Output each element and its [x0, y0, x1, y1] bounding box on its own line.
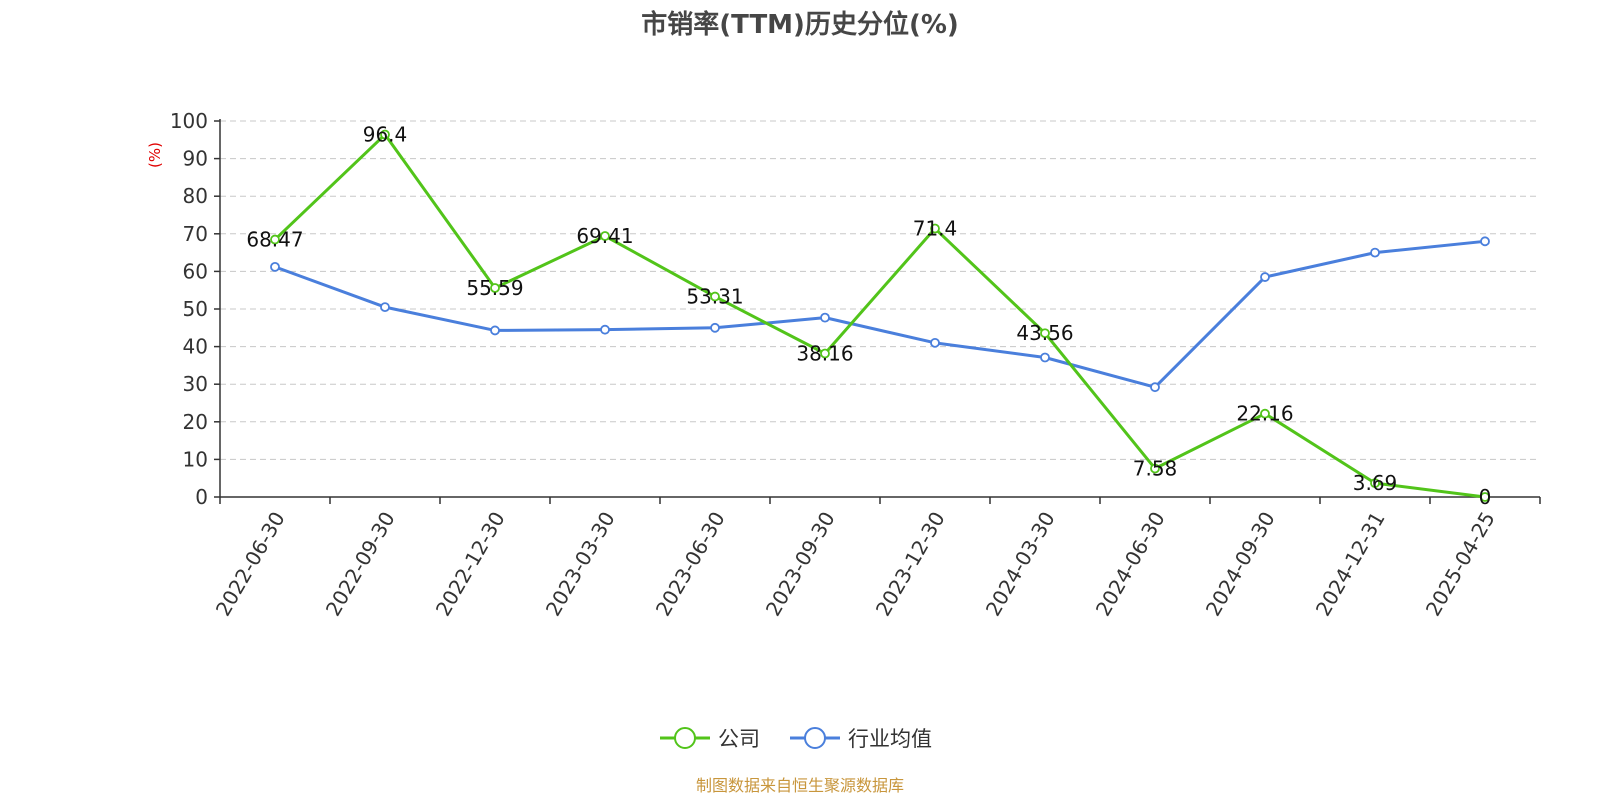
data-point-company — [930, 223, 940, 234]
y-tick-label: 30 — [183, 372, 208, 396]
data-point-company — [1150, 463, 1160, 474]
data-label-company: 43.56 — [1016, 321, 1073, 345]
x-tick-label: 2024-06-30 — [1091, 508, 1170, 621]
x-tick-label: 2025-04-25 — [1421, 508, 1500, 621]
x-tick-label: 2023-12-30 — [871, 508, 950, 621]
y-tick-label: 0 — [195, 485, 208, 509]
x-tick-label: 2024-03-30 — [981, 508, 1060, 621]
data-point-company — [380, 129, 390, 140]
data-point-company — [1480, 492, 1490, 502]
data-label-company: 53.31 — [686, 285, 743, 309]
legend[interactable]: 公司 行业均值 — [660, 727, 932, 751]
data-point-company — [1040, 328, 1050, 339]
data-point-industry-average — [1040, 352, 1050, 363]
y-tick-label: 50 — [183, 297, 208, 321]
x-tick-label: 2022-09-30 — [321, 508, 400, 621]
x-tick-label: 2024-09-30 — [1201, 508, 1280, 621]
y-tick-label: 100 — [170, 109, 208, 133]
legend-marker-industry-average — [804, 727, 826, 749]
y-tick-label: 70 — [183, 222, 208, 246]
data-point-industry-average — [930, 337, 940, 348]
data-point-company — [1370, 478, 1380, 489]
data-label-company: 7.58 — [1133, 456, 1178, 480]
data-label-company: 71.4 — [913, 217, 958, 241]
data-point-company — [820, 348, 830, 359]
legend-item-industry-average[interactable]: 行业均值 — [790, 727, 932, 751]
data-label-company: 96.4 — [363, 123, 408, 147]
y-axis-label: (%) — [146, 142, 164, 168]
data-point-company — [710, 291, 720, 302]
series-line-company — [273, 133, 1486, 499]
grid-lines — [220, 120, 1540, 460]
data-point-industry-average — [710, 322, 720, 333]
legend-label-industry-average: 行业均值 — [848, 727, 932, 751]
series-group — [270, 129, 1490, 502]
data-point-company — [600, 231, 610, 241]
data-label-company: 3.69 — [1353, 471, 1398, 495]
x-tick-label: 2023-09-30 — [761, 508, 840, 621]
data-point-industry-average — [490, 325, 500, 336]
x-tick-label: 2023-06-30 — [651, 508, 730, 621]
data-point-industry-average — [380, 302, 390, 313]
data-point-industry-average — [820, 312, 830, 323]
series-line-industry-average — [274, 239, 1486, 389]
y-tick-label: 80 — [183, 184, 208, 208]
data-label-company: 0 — [1479, 485, 1492, 509]
y-tick-label: 40 — [183, 335, 208, 359]
x-tick-label: 2022-12-30 — [431, 508, 510, 621]
data-point-company — [1260, 408, 1270, 419]
axes — [219, 119, 1540, 498]
data-label-company: 38.16 — [796, 342, 853, 366]
source-note: 制图数据来自恒生聚源数据库 — [696, 776, 904, 795]
x-tick-label: 2022-06-30 — [211, 508, 290, 621]
y-tick-label: 90 — [183, 147, 208, 171]
data-point-company — [270, 234, 280, 245]
x-axis-ticks: 2022-06-30 2022-09-30 2022-12-30 2023-03-30… — [211, 497, 1541, 621]
data-point-industry-average — [1480, 236, 1490, 247]
x-tick-label: 2024-12-31 — [1311, 508, 1390, 621]
chart-title: 市销率(TTM)历史分位(%) — [641, 9, 959, 40]
y-axis-ticks: 0 10 20 30 40 50 60 70 80 90 100 — [170, 109, 220, 509]
y-tick-label: 10 — [183, 447, 208, 471]
data-labels: 68.47 96.4 55.59 69.41 53.31 38.16 71.4 43.56 7.… — [246, 123, 1491, 509]
legend-item-company[interactable]: 公司 — [660, 727, 760, 751]
data-point-industry-average — [270, 261, 280, 272]
data-point-company — [490, 283, 500, 293]
data-point-industry-average — [1260, 272, 1270, 282]
data-point-industry-average — [600, 324, 610, 335]
legend-label-company: 公司 — [718, 727, 760, 751]
data-point-industry-average — [1370, 247, 1380, 258]
data-point-industry-average — [1150, 382, 1160, 393]
data-label-company: 69.41 — [576, 224, 633, 248]
data-label-company: 68.47 — [246, 228, 303, 252]
legend-marker-company — [674, 727, 696, 749]
x-tick-label: 2023-03-30 — [541, 508, 620, 621]
data-label-company: 55.59 — [466, 276, 523, 300]
y-tick-label: 20 — [183, 410, 208, 434]
y-tick-label: 60 — [183, 259, 208, 283]
data-label-company: 22.16 — [1236, 402, 1293, 426]
